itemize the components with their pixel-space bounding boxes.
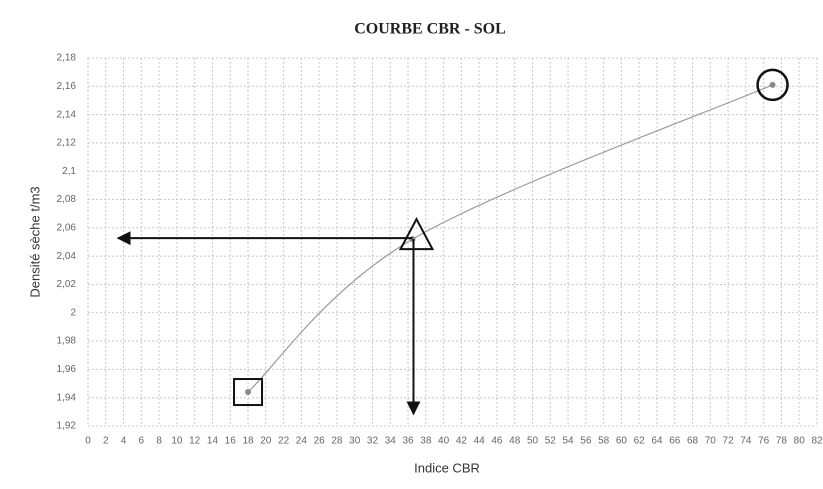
y-tick-label: 2,1 <box>62 166 76 177</box>
x-tick-label: 54 <box>563 436 575 447</box>
y-tick-label: 1,96 <box>57 364 77 375</box>
x-tick-label: 46 <box>491 436 503 447</box>
y-tick-label: 1,94 <box>57 392 77 403</box>
x-tick-label: 74 <box>740 436 752 447</box>
chart-title: COURBE CBR - SOL <box>354 21 506 38</box>
x-tick-label: 36 <box>402 436 414 447</box>
x-tick-label: 60 <box>616 436 628 447</box>
x-tick-label: 38 <box>420 436 432 447</box>
x-tick-label: 32 <box>367 436 379 447</box>
x-tick-label: 50 <box>527 436 539 447</box>
x-tick-label: 24 <box>296 436 308 447</box>
x-tick-label: 68 <box>687 436 699 447</box>
y-tick-label: 2,12 <box>57 138 77 149</box>
y-tick-label: 2,06 <box>57 222 77 233</box>
x-tick-label: 0 <box>85 436 91 447</box>
y-tick-label: 1,98 <box>57 336 77 347</box>
line <box>247 84 773 393</box>
x-tick-label: 30 <box>349 436 361 447</box>
y-tick-label: 2,04 <box>57 251 77 262</box>
x-tick-label: 14 <box>207 436 219 447</box>
x-tick-label: 2 <box>103 436 109 447</box>
x-tick-label: 56 <box>580 436 592 447</box>
y-tick-label: 2,18 <box>57 53 77 64</box>
x-tick-label: 16 <box>225 436 237 447</box>
y-tick-label: 2,16 <box>57 81 77 92</box>
x-tick-label: 18 <box>242 436 254 447</box>
x-tick-label: 70 <box>705 436 717 447</box>
x-tick-label: 22 <box>278 436 290 447</box>
x-tick-label: 48 <box>509 436 521 447</box>
x-tick-label: 6 <box>139 436 145 447</box>
circle-marker <box>756 68 789 102</box>
x-tick-label: 10 <box>171 436 183 447</box>
x-tick-label: 76 <box>758 436 770 447</box>
x-tick-label: 64 <box>651 436 663 447</box>
x-tick-label: 44 <box>474 436 486 447</box>
x-tick-label: 42 <box>456 436 468 447</box>
x-tick-label: 26 <box>314 436 326 447</box>
x-tick-label: 8 <box>156 436 162 447</box>
x-tick-label: 28 <box>331 436 343 447</box>
point <box>245 389 252 396</box>
x-tick-label: 66 <box>669 436 681 447</box>
x-axis-title: Indice CBR <box>414 460 480 475</box>
x-tick-label: 20 <box>260 436 272 447</box>
x-tick-label: 12 <box>189 436 201 447</box>
x-tick-label: 72 <box>723 436 735 447</box>
y-tick-label: 2 <box>70 307 76 318</box>
x-tick-label: 62 <box>634 436 646 447</box>
x-tick-label: 82 <box>811 436 823 447</box>
x-tick-label: 52 <box>545 436 557 447</box>
x-tick-label: 4 <box>121 436 127 447</box>
y-tick-label: 2,08 <box>57 194 77 205</box>
triangle-marker <box>398 217 435 251</box>
x-tick-label: 78 <box>776 436 788 447</box>
point <box>769 81 776 88</box>
y-axis-title: Densité sèche t/m3 <box>27 186 42 297</box>
x-tick-label: 80 <box>794 436 806 447</box>
x-tick-label: 34 <box>385 436 397 447</box>
x-tick-label: 58 <box>598 436 610 447</box>
square-marker <box>233 378 264 407</box>
y-tick-label: 2,02 <box>57 279 77 290</box>
x-tick-label: 40 <box>438 436 450 447</box>
y-tick-label: 2,14 <box>57 109 77 120</box>
y-tick-label: 1,92 <box>57 421 77 432</box>
